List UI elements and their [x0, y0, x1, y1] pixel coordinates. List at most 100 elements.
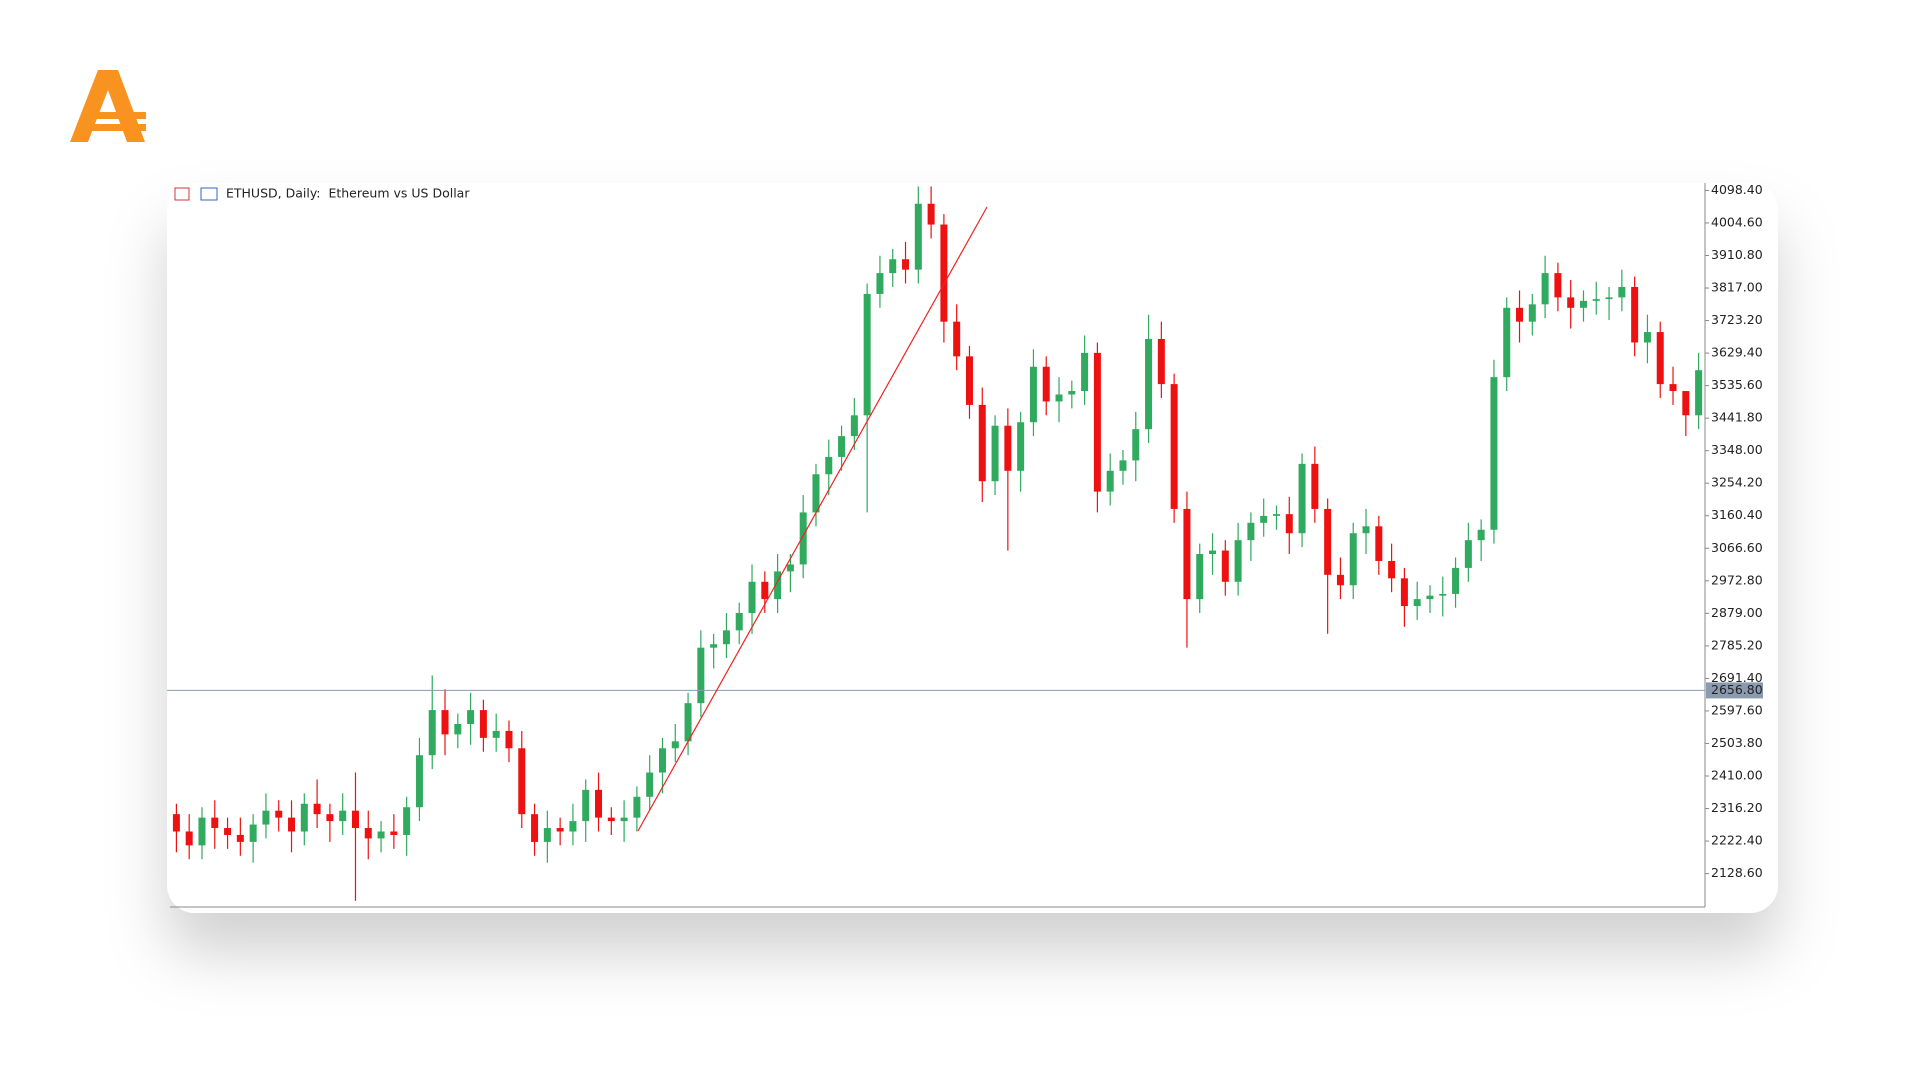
- y-tick-label: 3160.40: [1711, 507, 1763, 522]
- candle-body: [1567, 297, 1575, 308]
- candle-body: [569, 821, 577, 832]
- candle-body: [1221, 550, 1229, 582]
- y-tick-label: 2410.00: [1711, 768, 1763, 783]
- candle-body: [658, 748, 666, 773]
- candle-body: [722, 630, 730, 645]
- candle-body: [403, 807, 411, 835]
- candle-body: [1452, 567, 1460, 594]
- y-tick-label: 4098.40: [1711, 182, 1763, 197]
- chart-icons: [174, 187, 218, 201]
- candle-body: [1285, 514, 1293, 534]
- candle-body: [518, 748, 526, 815]
- candle-body: [377, 831, 385, 839]
- candle-body: [684, 703, 692, 742]
- y-tick-label: 2222.40: [1711, 833, 1763, 848]
- candle-body: [505, 730, 513, 749]
- candle-body: [1247, 522, 1255, 541]
- candle-body: [1196, 554, 1204, 600]
- candle-body: [889, 259, 897, 274]
- candle-body: [198, 817, 206, 846]
- y-tick-label: 2879.00: [1711, 605, 1763, 620]
- candle-body: [326, 814, 334, 822]
- candle-body: [262, 810, 270, 825]
- candle-body: [940, 224, 948, 322]
- candle-body: [1298, 463, 1306, 534]
- candle-body: [1643, 332, 1651, 343]
- candle-body: [364, 828, 372, 839]
- candle-body: [1579, 300, 1587, 308]
- y-tick-label: 3723.20: [1711, 312, 1763, 327]
- candle-body: [1464, 540, 1472, 568]
- candle-body: [224, 828, 232, 835]
- candle-body: [556, 828, 564, 832]
- candle-body: [441, 710, 449, 735]
- candle-body: [1119, 460, 1127, 471]
- candle-body: [1388, 560, 1396, 579]
- candle-body: [710, 644, 718, 648]
- candle-body: [1324, 508, 1332, 575]
- candle-body: [1029, 366, 1037, 423]
- candle-body: [697, 647, 705, 704]
- candle-body: [786, 564, 794, 572]
- candle-body: [1081, 352, 1089, 392]
- candle-body: [965, 356, 973, 405]
- candle-body: [620, 817, 628, 822]
- trend-line: [637, 206, 988, 832]
- candle-body: [300, 803, 308, 832]
- candle-body: [1042, 366, 1050, 402]
- candle-body: [902, 259, 910, 270]
- candle-body: [351, 810, 359, 829]
- candle-body: [428, 710, 436, 756]
- candle-body: [236, 834, 244, 842]
- candle-body: [1656, 332, 1664, 385]
- candle-body: [838, 436, 846, 457]
- candle-body: [825, 456, 833, 475]
- y-tick-label: 3348.00: [1711, 442, 1763, 457]
- candle-body: [249, 824, 257, 842]
- candle-body: [953, 321, 961, 357]
- candle-body: [1234, 540, 1242, 582]
- candle-body: [799, 512, 807, 565]
- candle-body: [454, 723, 462, 735]
- price-label: 2656.80: [1711, 682, 1763, 697]
- candle-body: [1516, 307, 1524, 322]
- y-tick-label: 3817.00: [1711, 280, 1763, 295]
- y-tick-label: 2597.60: [1711, 702, 1763, 717]
- candle-body: [172, 814, 180, 832]
- candle-body: [1592, 299, 1600, 301]
- candle-body: [748, 581, 756, 613]
- candle-body: [1145, 339, 1153, 430]
- candle-body: [774, 571, 782, 600]
- price-label-box: [1706, 682, 1763, 699]
- candle-body: [1618, 286, 1626, 298]
- candle-body: [1490, 377, 1498, 530]
- candle-body: [735, 612, 743, 631]
- y-tick-label: 2785.20: [1711, 637, 1763, 652]
- y-tick-label: 3254.20: [1711, 475, 1763, 490]
- candle-body: [1503, 307, 1511, 378]
- candle-body: [1695, 370, 1703, 416]
- candle-body: [1068, 391, 1076, 395]
- candle-body: [1260, 515, 1268, 523]
- candle-body: [1132, 429, 1140, 461]
- candle-body: [211, 817, 219, 829]
- candle-body: [1183, 508, 1191, 600]
- candle-body: [313, 803, 321, 815]
- candle-body: [1375, 526, 1383, 561]
- card: [167, 183, 1778, 913]
- candle-body: [479, 710, 487, 738]
- candle-body: [1669, 384, 1677, 392]
- candle-body: [1106, 470, 1114, 492]
- candle-body: [1541, 273, 1549, 305]
- candle-body: [863, 293, 871, 416]
- candle-body: [275, 810, 283, 818]
- candle-body: [671, 741, 679, 749]
- candle-body: [1439, 593, 1447, 596]
- candle-body: [1528, 304, 1536, 322]
- logo: [70, 70, 146, 142]
- chart-title: ETHUSD, Daily: Ethereum vs US Dollar: [226, 186, 470, 201]
- candle-body: [288, 817, 296, 832]
- candle-body: [1631, 286, 1639, 343]
